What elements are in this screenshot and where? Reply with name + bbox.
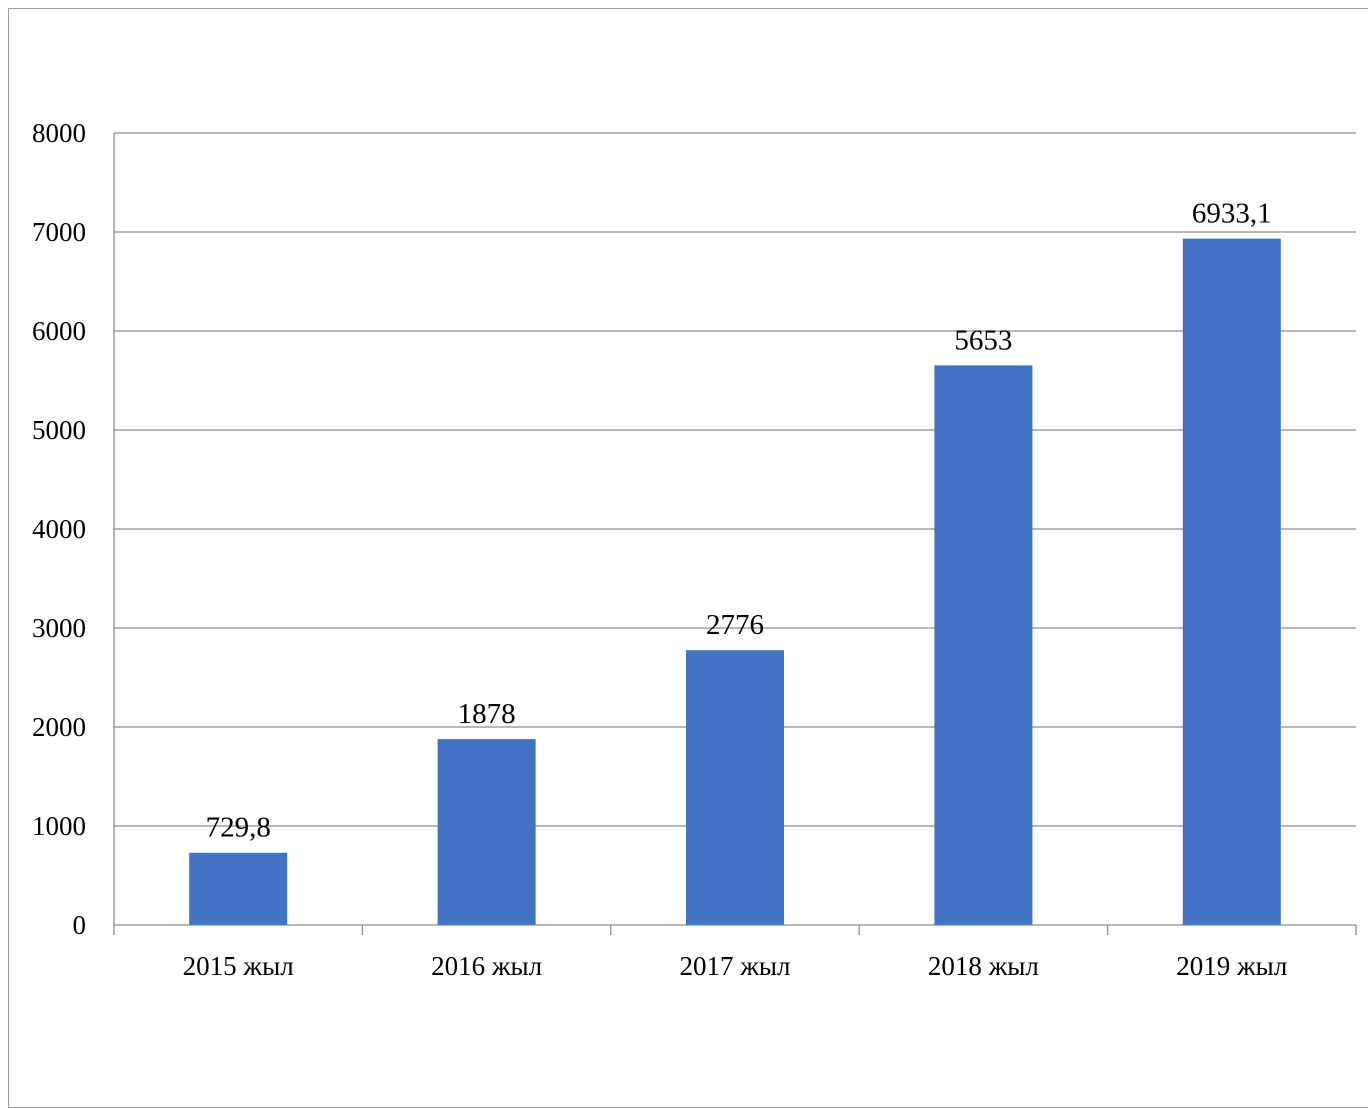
y-tick-label: 2000: [32, 712, 86, 742]
x-tick-label: 2016 жыл: [431, 951, 542, 981]
bar-2: [437, 739, 536, 925]
bar-3: [686, 650, 784, 925]
y-tick-label: 5000: [32, 415, 86, 445]
bar-1: [189, 852, 288, 925]
gridlines: [114, 132, 1356, 827]
bar-value-label: 5653: [954, 324, 1012, 356]
y-tick-label: 7000: [32, 217, 86, 247]
y-tick-label: 8000: [32, 118, 86, 148]
labels: 0 1000 2000 3000 4000 5000 6000 7000 8000 729,8 20…: [32, 118, 1287, 981]
bar-value-label: 1878: [458, 698, 516, 730]
bar-value-label: 729,8: [206, 812, 271, 844]
x-tick-label: 2015 жыл: [183, 951, 294, 981]
x-tick-label: 2018 жыл: [928, 951, 1039, 981]
bar-4: [934, 365, 1033, 925]
bar-chart: 0 1000 2000 3000 4000 5000 6000 7000 8000 729,8 20…: [32, 118, 1357, 981]
y-tick-label: 3000: [32, 613, 86, 643]
x-tick-label: 2019 жыл: [1176, 951, 1287, 981]
bars: [189, 238, 1281, 925]
y-tick-label: 1000: [32, 811, 86, 841]
x-tick-label: 2017 жыл: [679, 951, 790, 981]
bar-value-label: 6933,1: [1192, 198, 1272, 230]
bar-5: [1182, 238, 1281, 925]
bar-value-label: 2776: [706, 609, 764, 641]
y-tick-label: 0: [73, 910, 87, 940]
y-tick-label: 4000: [32, 514, 86, 544]
y-tick-label: 6000: [32, 316, 86, 346]
